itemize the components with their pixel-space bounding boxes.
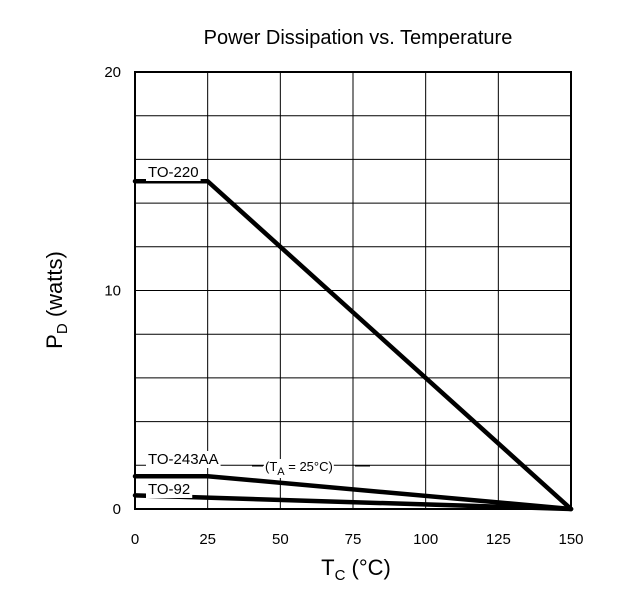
x-tick-label-75: 75: [345, 531, 362, 548]
x-tick-label-50: 50: [272, 531, 289, 548]
chart-title: Power Dissipation vs. Temperature: [204, 27, 513, 49]
y-tick-label-20: 20: [104, 64, 121, 81]
y-axis-label: PD (watts): [42, 251, 71, 349]
grid-lines: [135, 72, 571, 509]
y-tick-label-10: 10: [104, 283, 121, 300]
series-lines: [132, 179, 574, 512]
series-label-to-92: TO-92: [148, 481, 190, 498]
series-label-to-220: TO-220: [148, 164, 199, 181]
x-tick-labels: 0 25 50 75 100 125 150: [131, 531, 584, 548]
series-label-to-220-bg: [146, 164, 201, 181]
annotation-ta: (TA = 25°C): [265, 459, 333, 478]
series-line-to-92: [132, 493, 574, 512]
series-line-to-243aa: [132, 473, 574, 512]
y-tick-label-0: 0: [113, 501, 121, 518]
x-tick-label-100: 100: [413, 531, 438, 548]
x-tick-label-125: 125: [486, 531, 511, 548]
x-tick-label-0: 0: [131, 531, 139, 548]
annotation-bg: [264, 459, 334, 478]
x-tick-label-150: 150: [558, 531, 583, 548]
x-tick-label-25: 25: [199, 531, 216, 548]
series-label-to-243aa-bg: [146, 451, 221, 468]
y-tick-labels: 0 10 20: [104, 64, 121, 518]
series-line-to-220: [132, 179, 574, 512]
series-label-to-243aa: TO-243AA: [148, 451, 219, 468]
plot-frame: [134, 71, 572, 510]
series-label-to-92-bg: [146, 481, 193, 498]
x-axis-label: TC (°C): [321, 555, 391, 584]
